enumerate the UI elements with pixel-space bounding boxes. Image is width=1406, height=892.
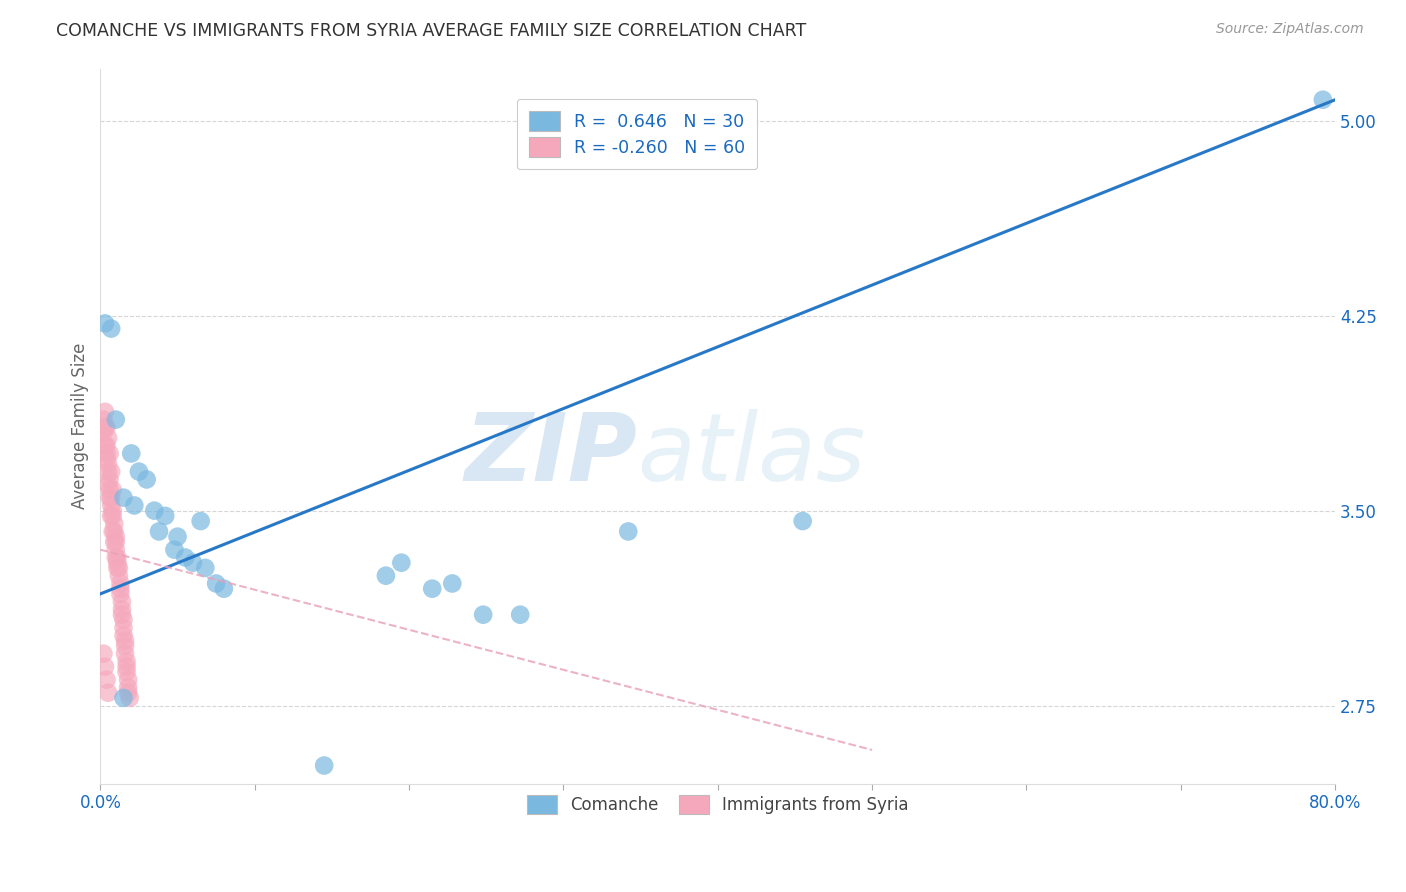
Point bbox=[114, 647, 136, 661]
Point bbox=[103, 516, 125, 531]
Point bbox=[110, 587, 132, 601]
Point bbox=[93, 647, 115, 661]
Point bbox=[108, 568, 131, 582]
Point bbox=[96, 673, 118, 687]
Point bbox=[115, 655, 138, 669]
Point bbox=[93, 425, 115, 440]
Point bbox=[100, 499, 122, 513]
Point bbox=[94, 439, 117, 453]
Point bbox=[112, 690, 135, 705]
Point bbox=[314, 758, 336, 772]
Point bbox=[94, 405, 117, 419]
Point bbox=[114, 639, 136, 653]
Point bbox=[792, 514, 814, 528]
Point bbox=[103, 534, 125, 549]
Point bbox=[420, 582, 443, 596]
Point bbox=[94, 659, 117, 673]
Point bbox=[100, 508, 122, 523]
Point bbox=[112, 621, 135, 635]
Point bbox=[166, 530, 188, 544]
Point bbox=[117, 686, 139, 700]
Legend: Comanche, Immigrants from Syria: Comanche, Immigrants from Syria bbox=[516, 783, 920, 825]
Point bbox=[105, 556, 128, 570]
Point bbox=[124, 499, 146, 513]
Point bbox=[100, 465, 122, 479]
Point bbox=[114, 633, 136, 648]
Point bbox=[108, 561, 131, 575]
Point bbox=[120, 446, 142, 460]
Point bbox=[194, 561, 217, 575]
Point bbox=[104, 412, 127, 426]
Point bbox=[105, 550, 128, 565]
Point bbox=[98, 483, 121, 497]
Point bbox=[111, 595, 134, 609]
Point bbox=[101, 503, 124, 517]
Point bbox=[97, 431, 120, 445]
Point bbox=[96, 439, 118, 453]
Point bbox=[96, 420, 118, 434]
Point bbox=[389, 556, 412, 570]
Point bbox=[100, 321, 122, 335]
Point bbox=[118, 690, 141, 705]
Point bbox=[472, 607, 495, 622]
Point bbox=[97, 457, 120, 471]
Point bbox=[374, 568, 396, 582]
Point bbox=[111, 607, 134, 622]
Y-axis label: Average Family Size: Average Family Size bbox=[72, 343, 89, 509]
Point bbox=[96, 446, 118, 460]
Point bbox=[110, 576, 132, 591]
Text: atlas: atlas bbox=[637, 409, 866, 500]
Point bbox=[117, 681, 139, 695]
Point bbox=[112, 491, 135, 505]
Point bbox=[105, 561, 128, 575]
Point bbox=[1312, 93, 1334, 107]
Text: Source: ZipAtlas.com: Source: ZipAtlas.com bbox=[1216, 22, 1364, 37]
Point bbox=[98, 446, 121, 460]
Point bbox=[115, 659, 138, 673]
Text: COMANCHE VS IMMIGRANTS FROM SYRIA AVERAGE FAMILY SIZE CORRELATION CHART: COMANCHE VS IMMIGRANTS FROM SYRIA AVERAG… bbox=[56, 22, 807, 40]
Point bbox=[190, 514, 212, 528]
Text: ZIP: ZIP bbox=[464, 409, 637, 500]
Point bbox=[94, 317, 117, 331]
Point bbox=[205, 576, 228, 591]
Point bbox=[509, 607, 531, 622]
Point bbox=[98, 472, 121, 486]
Point bbox=[104, 530, 127, 544]
Point bbox=[100, 491, 122, 505]
Point bbox=[104, 550, 127, 565]
Point bbox=[174, 550, 197, 565]
Point bbox=[117, 673, 139, 687]
Point bbox=[135, 472, 157, 486]
Point bbox=[104, 534, 127, 549]
Point bbox=[112, 613, 135, 627]
Point bbox=[128, 465, 150, 479]
Point bbox=[110, 582, 132, 596]
Point bbox=[212, 582, 235, 596]
Point bbox=[101, 508, 124, 523]
Point bbox=[94, 420, 117, 434]
Point bbox=[115, 665, 138, 679]
Point bbox=[111, 602, 134, 616]
Point bbox=[98, 491, 121, 505]
Point bbox=[97, 465, 120, 479]
Point bbox=[97, 477, 120, 491]
Point bbox=[112, 628, 135, 642]
Point bbox=[617, 524, 640, 539]
Point bbox=[163, 542, 186, 557]
Point bbox=[104, 542, 127, 557]
Point bbox=[148, 524, 170, 539]
Point bbox=[441, 576, 464, 591]
Point bbox=[103, 524, 125, 539]
Point bbox=[181, 556, 204, 570]
Point bbox=[101, 524, 124, 539]
Point bbox=[101, 483, 124, 497]
Point bbox=[97, 686, 120, 700]
Point bbox=[96, 451, 118, 466]
Point bbox=[143, 503, 166, 517]
Point bbox=[93, 412, 115, 426]
Point bbox=[153, 508, 176, 523]
